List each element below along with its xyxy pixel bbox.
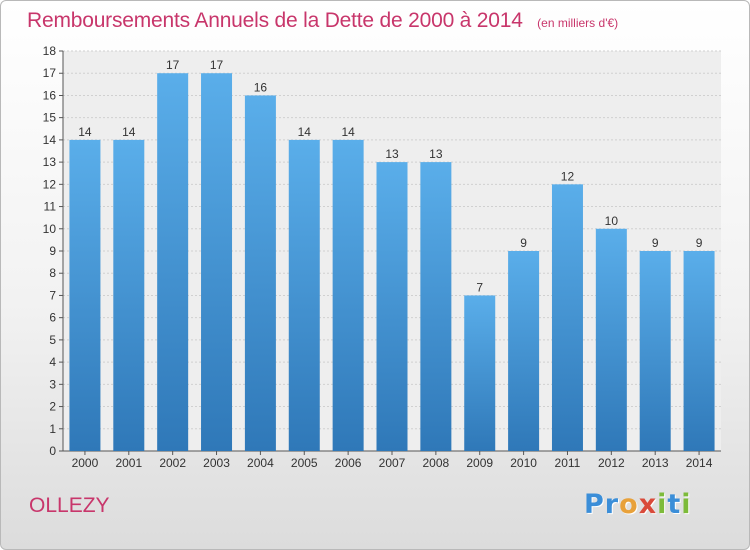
bar-2005 bbox=[288, 139, 320, 451]
logo-letter: i bbox=[681, 489, 692, 520]
y-tick-label: 1 bbox=[49, 422, 56, 436]
proxiti-logo: Proxiti bbox=[584, 489, 692, 520]
y-tick-label: 7 bbox=[49, 288, 56, 302]
y-tick-label: 5 bbox=[49, 333, 56, 347]
bar-2008 bbox=[420, 162, 452, 451]
bar-2012 bbox=[595, 228, 627, 451]
x-tick-label: 2012 bbox=[598, 456, 625, 470]
bar-2003 bbox=[201, 73, 233, 451]
x-tick-label: 2014 bbox=[686, 456, 713, 470]
y-tick-label: 14 bbox=[43, 133, 57, 147]
bar-2002 bbox=[157, 73, 189, 451]
value-label: 9 bbox=[652, 236, 659, 250]
x-tick-label: 2011 bbox=[555, 456, 581, 470]
commune-name: OLLEZY bbox=[29, 494, 110, 517]
y-tick-label: 17 bbox=[43, 66, 57, 80]
logo-letter: P bbox=[584, 489, 605, 520]
y-tick-label: 16 bbox=[43, 88, 57, 102]
x-tick-label: 2006 bbox=[335, 456, 362, 470]
value-label: 9 bbox=[696, 236, 703, 250]
chart-title-block: Remboursements Annuels de la Dette de 20… bbox=[27, 9, 618, 33]
logo-letter: i bbox=[657, 489, 668, 520]
y-tick-label: 11 bbox=[44, 200, 57, 214]
bar-2009 bbox=[464, 295, 496, 451]
value-label: 17 bbox=[166, 58, 180, 72]
y-tick-label: 9 bbox=[49, 244, 56, 258]
y-tick-label: 6 bbox=[49, 311, 56, 325]
bar-2001 bbox=[113, 139, 145, 451]
x-tick-label: 2007 bbox=[379, 456, 406, 470]
value-label: 13 bbox=[385, 147, 399, 161]
value-label: 7 bbox=[476, 280, 483, 294]
x-tick-label: 2002 bbox=[159, 456, 186, 470]
value-label: 12 bbox=[561, 169, 575, 183]
chart-title: Remboursements Annuels de la Dette de 20… bbox=[27, 9, 523, 32]
y-tick-label: 10 bbox=[43, 222, 57, 236]
value-label: 9 bbox=[520, 236, 527, 250]
y-tick-label: 2 bbox=[49, 400, 56, 414]
x-tick-label: 2013 bbox=[642, 456, 669, 470]
bar-2007 bbox=[376, 162, 408, 451]
logo-letter: o bbox=[619, 489, 639, 520]
x-tick-label: 2003 bbox=[203, 456, 230, 470]
x-tick-label: 2010 bbox=[510, 456, 537, 470]
bar-2000 bbox=[69, 139, 101, 451]
y-tick-label: 15 bbox=[43, 111, 57, 125]
bar-2006 bbox=[332, 139, 364, 451]
y-tick-label: 4 bbox=[49, 355, 56, 369]
y-tick-label: 0 bbox=[49, 444, 56, 458]
x-tick-label: 2009 bbox=[466, 456, 493, 470]
x-tick-label: 2008 bbox=[423, 456, 450, 470]
value-label: 16 bbox=[254, 80, 268, 94]
x-tick-label: 2000 bbox=[72, 456, 99, 470]
value-label: 14 bbox=[298, 125, 312, 139]
y-tick-label: 3 bbox=[49, 377, 56, 391]
y-tick-label: 13 bbox=[43, 155, 57, 169]
logo-letter: x bbox=[638, 489, 658, 520]
bar-2004 bbox=[244, 95, 276, 451]
bar-2014 bbox=[683, 251, 715, 451]
y-tick-label: 18 bbox=[43, 44, 57, 58]
x-tick-label: 2001 bbox=[115, 456, 142, 470]
logo-letter: r bbox=[604, 489, 620, 520]
bar-2011 bbox=[551, 184, 583, 452]
chart-subtitle: (en milliers d'€) bbox=[537, 16, 619, 30]
value-label: 14 bbox=[122, 125, 136, 139]
value-label: 13 bbox=[429, 147, 443, 161]
value-label: 14 bbox=[341, 125, 355, 139]
value-label: 10 bbox=[605, 214, 619, 228]
logo-letter: t bbox=[667, 489, 682, 520]
y-tick-label: 12 bbox=[43, 177, 57, 191]
bar-2010 bbox=[508, 251, 540, 451]
value-label: 17 bbox=[210, 58, 224, 72]
bar-2013 bbox=[639, 251, 671, 451]
value-label: 14 bbox=[78, 125, 92, 139]
y-tick-label: 8 bbox=[49, 266, 56, 280]
x-tick-label: 2005 bbox=[291, 456, 318, 470]
x-tick-label: 2004 bbox=[247, 456, 274, 470]
